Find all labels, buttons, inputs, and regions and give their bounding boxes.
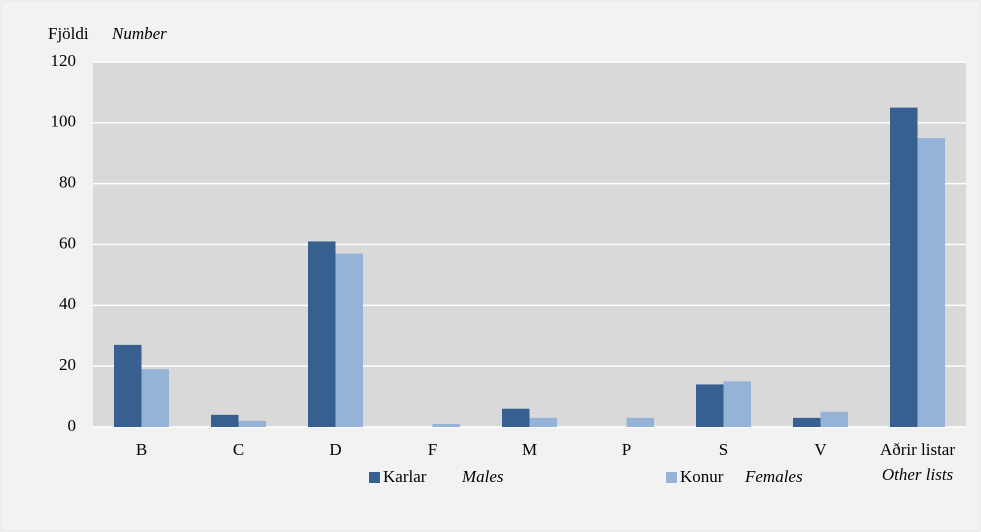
bar [820, 411, 848, 427]
y-tick-label: 60 [59, 233, 76, 252]
x-tick-label: C [233, 440, 244, 459]
x-tick-label: M [522, 440, 537, 459]
bar [114, 344, 142, 427]
x-tick-label: D [329, 440, 341, 459]
bar [793, 417, 821, 427]
y-tick-label: 80 [59, 173, 76, 192]
y-axis-label: Fjöldi [48, 24, 89, 43]
x-tick-label: P [622, 440, 631, 459]
legend-label-translation: Females [744, 467, 803, 486]
bar [502, 408, 530, 427]
bar [529, 417, 557, 427]
legend-label: Karlar [383, 467, 427, 486]
y-tick-label: 120 [51, 51, 77, 70]
legend-label: Konur [680, 467, 724, 486]
x-tick-label: F [428, 440, 437, 459]
y-axis-label-translation: Number [111, 24, 167, 43]
legend-label-translation: Males [461, 467, 504, 486]
legend-swatch [666, 472, 677, 483]
y-tick-label: 0 [68, 416, 77, 435]
x-tick-label: Aðrir listar [880, 440, 955, 459]
x-tick-label: S [719, 440, 728, 459]
bar [141, 369, 169, 427]
bar [238, 420, 266, 427]
bar [626, 417, 654, 427]
bar [696, 384, 724, 427]
bar [335, 253, 363, 427]
bar [432, 423, 460, 427]
bar [211, 414, 239, 427]
y-tick-label: 40 [59, 294, 76, 313]
bar [890, 107, 918, 427]
x-tick-label-translation: Other lists [882, 465, 954, 484]
y-tick-label: 20 [59, 355, 76, 374]
bar [917, 138, 945, 427]
bar [308, 241, 336, 427]
bar [723, 381, 751, 427]
x-tick-label: V [814, 440, 827, 459]
y-tick-label: 100 [51, 112, 77, 131]
x-tick-label: B [136, 440, 147, 459]
legend-swatch [369, 472, 380, 483]
